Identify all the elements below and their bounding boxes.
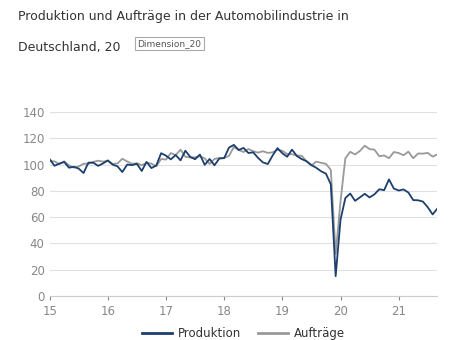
Text: Produktion und Aufträge in der Automobilindustrie in: Produktion und Aufträge in der Automobil…: [18, 10, 349, 23]
Legend: Produktion, Aufträge: Produktion, Aufträge: [138, 323, 350, 340]
Text: Deutschland, 20: Deutschland, 20: [18, 41, 120, 54]
Text: Dimension_20: Dimension_20: [138, 39, 202, 48]
